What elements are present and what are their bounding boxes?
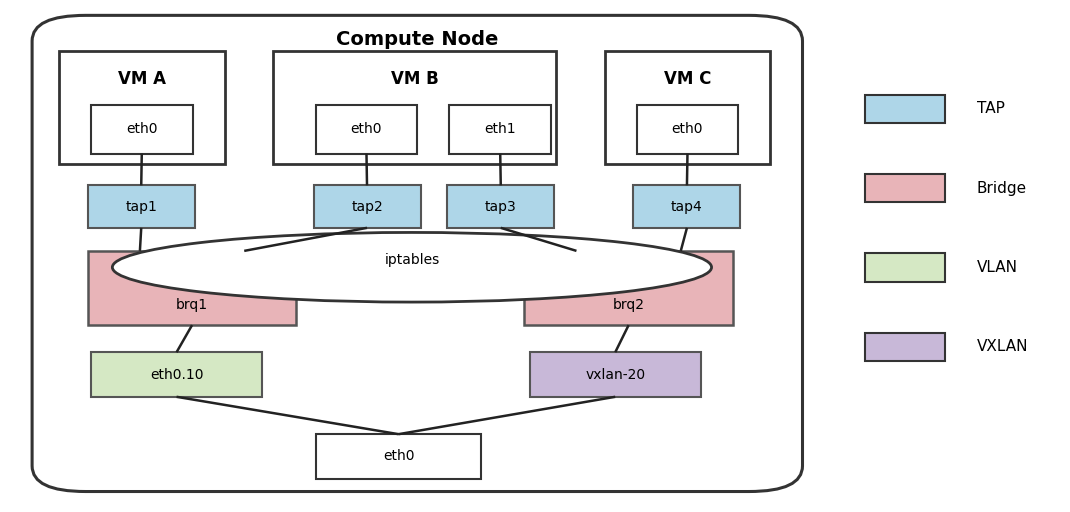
Bar	[865, 95, 945, 123]
Text: tap4: tap4	[671, 200, 703, 214]
Bar	[605, 51, 770, 164]
Bar	[273, 51, 556, 164]
Text: VM C: VM C	[663, 70, 712, 89]
FancyBboxPatch shape	[32, 15, 802, 492]
Bar	[865, 333, 945, 361]
Bar	[530, 352, 701, 397]
Text: tap2: tap2	[351, 200, 383, 214]
Text: eth0: eth0	[351, 122, 382, 136]
Ellipse shape	[112, 232, 712, 302]
Bar	[633, 185, 740, 228]
Text: tap1: tap1	[125, 200, 157, 214]
Bar	[88, 251, 296, 325]
Text: eth0: eth0	[383, 450, 414, 463]
Text: TAP: TAP	[977, 101, 1005, 116]
Text: iptables: iptables	[384, 252, 440, 267]
Bar	[59, 51, 225, 164]
Bar	[524, 251, 733, 325]
Text: eth0.10: eth0.10	[150, 368, 203, 381]
Text: eth0: eth0	[126, 122, 157, 136]
Text: eth1: eth1	[485, 122, 516, 136]
Bar	[865, 253, 945, 282]
Bar	[316, 434, 482, 479]
Text: VM A: VM A	[118, 70, 166, 89]
Text: VXLAN: VXLAN	[977, 339, 1028, 354]
Bar	[91, 105, 193, 154]
Bar	[447, 185, 554, 228]
Bar	[314, 185, 421, 228]
Text: VLAN: VLAN	[977, 260, 1018, 275]
Bar	[449, 105, 551, 154]
Text: Bridge: Bridge	[977, 181, 1027, 196]
Bar	[88, 185, 195, 228]
Bar	[316, 105, 417, 154]
Text: vxlan-20: vxlan-20	[585, 368, 645, 381]
Text: eth0: eth0	[672, 122, 703, 136]
Text: VM B: VM B	[391, 70, 439, 89]
Text: brq1: brq1	[175, 297, 209, 312]
Text: brq2: brq2	[613, 297, 644, 312]
Bar	[91, 352, 262, 397]
Bar	[637, 105, 738, 154]
Text: Compute Node: Compute Node	[336, 30, 499, 50]
Text: tap3: tap3	[485, 200, 517, 214]
Bar	[865, 174, 945, 202]
